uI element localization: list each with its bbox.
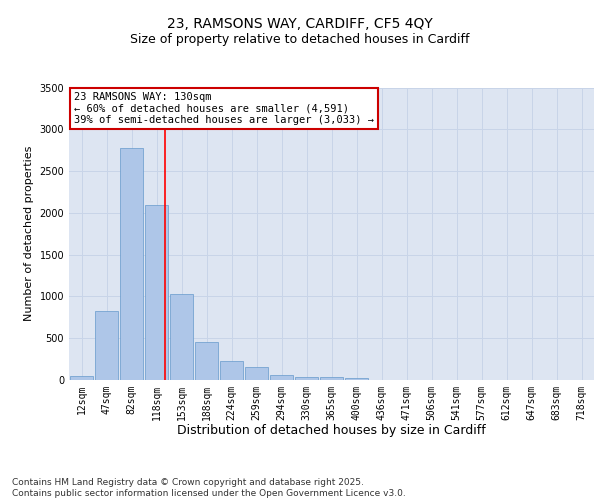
- Bar: [70, 376, 94, 380]
- Bar: [119, 148, 143, 380]
- Bar: [95, 310, 118, 380]
- X-axis label: Distribution of detached houses by size in Cardiff: Distribution of detached houses by size …: [177, 424, 486, 438]
- Bar: [269, 375, 293, 380]
- Bar: [170, 294, 193, 380]
- Bar: [320, 378, 343, 380]
- Bar: [220, 361, 244, 380]
- Y-axis label: Number of detached properties: Number of detached properties: [24, 146, 34, 322]
- Text: 23, RAMSONS WAY, CARDIFF, CF5 4QY: 23, RAMSONS WAY, CARDIFF, CF5 4QY: [167, 18, 433, 32]
- Text: Size of property relative to detached houses in Cardiff: Size of property relative to detached ho…: [130, 32, 470, 46]
- Text: 23 RAMSONS WAY: 130sqm
← 60% of detached houses are smaller (4,591)
39% of semi-: 23 RAMSONS WAY: 130sqm ← 60% of detached…: [74, 92, 374, 125]
- Bar: [245, 368, 268, 380]
- Bar: [295, 376, 319, 380]
- Bar: [194, 342, 218, 380]
- Bar: [145, 204, 169, 380]
- Text: Contains HM Land Registry data © Crown copyright and database right 2025.
Contai: Contains HM Land Registry data © Crown c…: [12, 478, 406, 498]
- Bar: [344, 378, 368, 380]
